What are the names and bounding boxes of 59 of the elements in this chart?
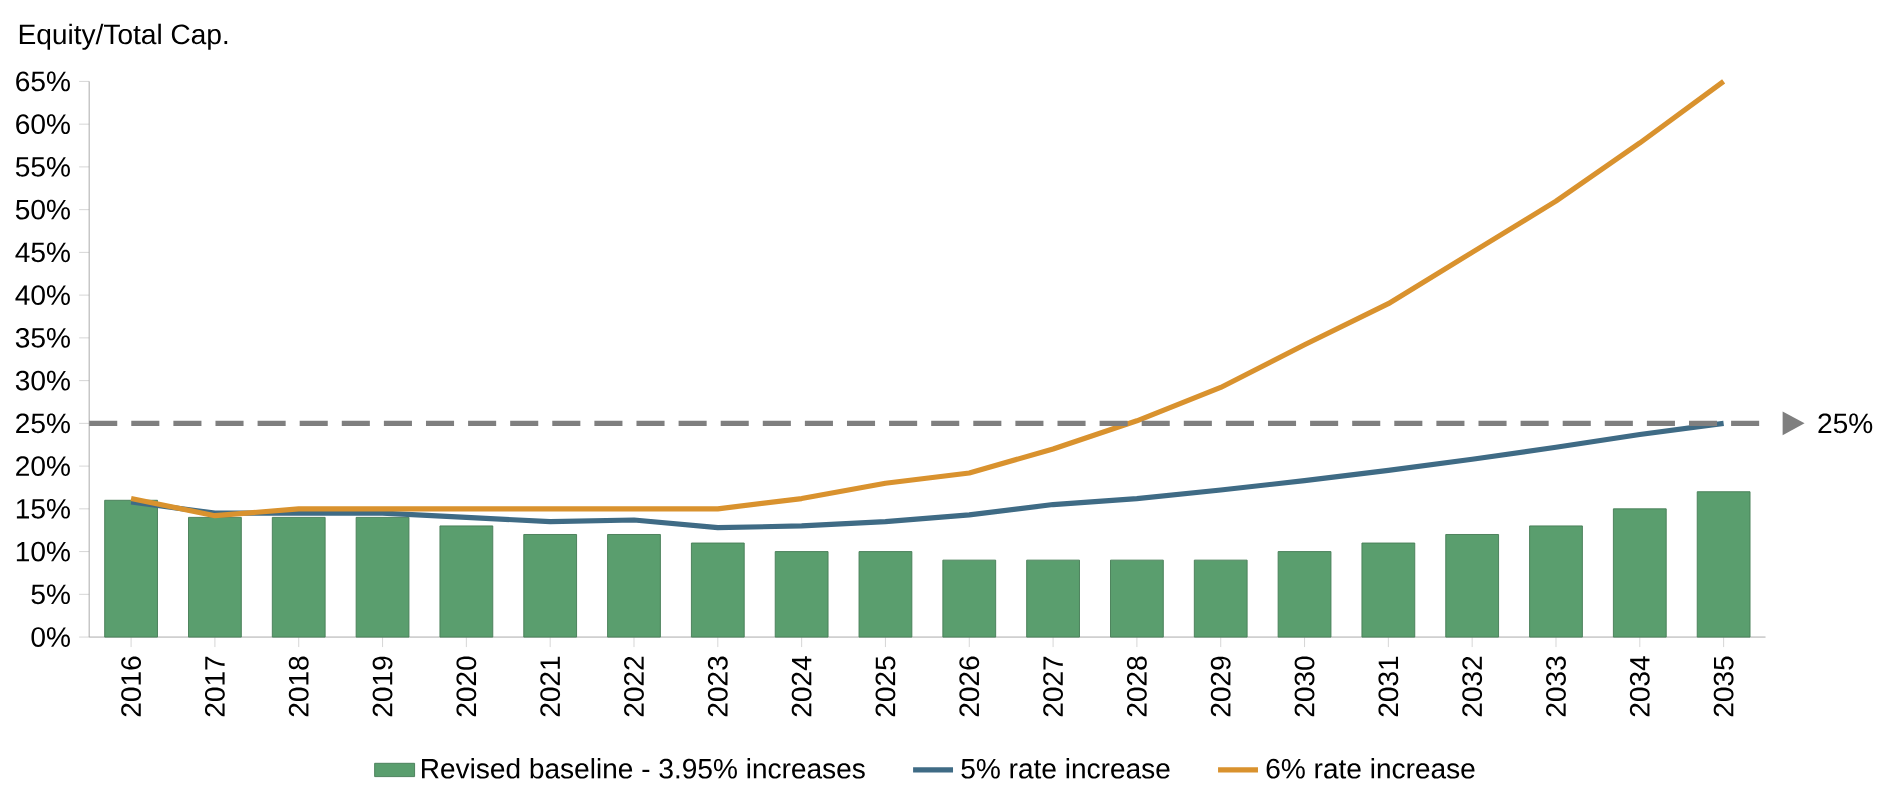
- bar: [858, 550, 913, 638]
- bar: [1612, 508, 1667, 638]
- bar: [1026, 559, 1080, 638]
- x-tick-label: 2029: [1210, 656, 1231, 717]
- x-tick-label: 2030: [1294, 656, 1315, 717]
- x-tick-label: 2033: [1546, 656, 1566, 717]
- legend-label: Revised baseline - 3.95% increases: [422, 757, 865, 779]
- bar: [774, 550, 829, 638]
- x-tick-label: 2016: [121, 656, 142, 717]
- x-tick-label: 2024: [791, 655, 812, 717]
- y-tick-label: 30%: [15, 370, 70, 391]
- y-tick-label: 5%: [31, 584, 70, 604]
- bar: [690, 542, 745, 638]
- bar: [439, 525, 494, 638]
- bar: [1529, 525, 1583, 638]
- x-tick-label: 2031: [1378, 656, 1399, 717]
- y-tick-label: 15%: [16, 498, 70, 519]
- x-tick-label: 2035: [1713, 656, 1734, 717]
- legend-label: 6% rate increase: [1266, 757, 1475, 779]
- x-tick-label: 2022: [624, 656, 644, 717]
- y-tick-label: 25%: [16, 413, 70, 434]
- y-tick-label: 45%: [15, 242, 70, 263]
- legend-label: 5% rate increase: [961, 757, 1170, 779]
- x-tick-label: 2027: [1043, 656, 1063, 717]
- x-tick-label: 2020: [456, 656, 477, 717]
- bar: [104, 499, 158, 638]
- y-tick-label: 60%: [16, 114, 70, 134]
- x-tick-label: 2025: [875, 656, 896, 717]
- x-tick-label: 2018: [288, 656, 309, 717]
- bar: [188, 516, 242, 638]
- x-tick-label: 2026: [959, 656, 980, 717]
- y-tick-label: 35%: [15, 327, 70, 348]
- bar: [1696, 491, 1751, 638]
- bar: [1361, 542, 1416, 638]
- bar: [1277, 550, 1332, 638]
- bar: [1445, 533, 1500, 638]
- bar: [271, 516, 326, 638]
- y-tick-label: 55%: [15, 156, 70, 177]
- y-axis-title: Equity/Total Cap.: [19, 23, 228, 50]
- bar: [942, 559, 997, 638]
- x-tick-label: 2032: [1462, 656, 1483, 717]
- bar: [355, 516, 410, 638]
- y-tick-label: 50%: [15, 199, 70, 220]
- y-tick-label: 20%: [16, 455, 70, 476]
- bar: [523, 533, 578, 638]
- bar: [607, 533, 661, 638]
- x-tick-label: 2023: [707, 656, 728, 717]
- x-tick-label: 2017: [204, 656, 225, 717]
- x-tick-label: 2028: [1126, 656, 1147, 717]
- bar: [1110, 559, 1164, 638]
- ref-line-label: 25%: [1818, 413, 1873, 434]
- y-tick-label: 40%: [15, 284, 70, 305]
- x-tick-label: 2019: [372, 656, 393, 717]
- y-tick-label: 10%: [16, 541, 70, 562]
- y-tick-label: 0%: [31, 626, 70, 647]
- x-tick-label: 2034: [1629, 655, 1650, 717]
- bar: [1193, 559, 1248, 638]
- x-tick-label: 2021: [540, 656, 561, 717]
- y-tick-label: 65%: [16, 71, 70, 92]
